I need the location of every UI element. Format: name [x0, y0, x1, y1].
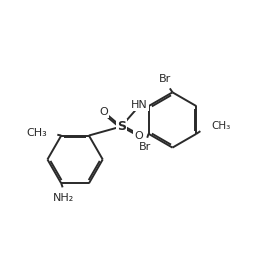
Text: Br: Br [139, 142, 151, 152]
Text: CH₃: CH₃ [211, 121, 230, 131]
Text: Br: Br [159, 74, 171, 84]
Text: NH₂: NH₂ [53, 193, 74, 203]
Text: O: O [134, 131, 143, 141]
Text: CH₃: CH₃ [26, 128, 47, 138]
Text: HN: HN [131, 100, 148, 110]
Text: O: O [100, 107, 109, 117]
Text: S: S [117, 120, 126, 133]
